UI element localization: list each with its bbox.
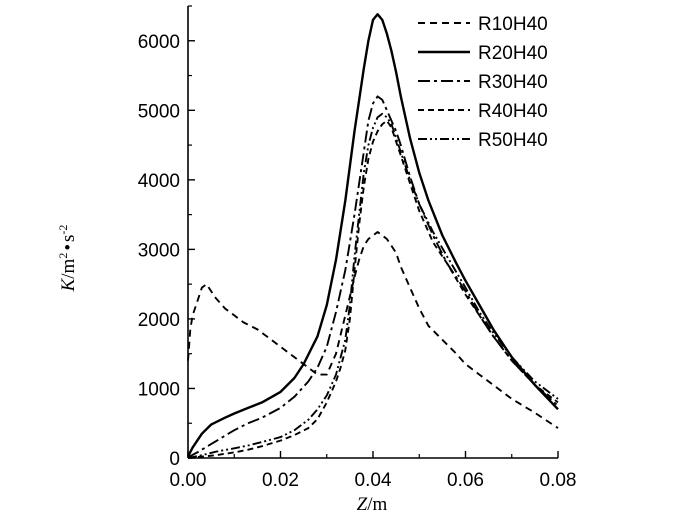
series-line-r50h40	[187, 112, 559, 459]
y-tick-label: 3000	[138, 240, 180, 261]
legend: R10H40 R20H40 R30H40 R40H40 R50H40	[418, 14, 548, 151]
x-tick-label: 0.04	[355, 470, 392, 491]
y-tick-label: 2000	[138, 310, 180, 331]
y-tick-label: 6000	[138, 32, 180, 53]
x-axis-title: Z/m	[357, 494, 388, 515]
series-line-r40h40	[187, 119, 559, 459]
legend-label-r30h40: R30H40	[478, 72, 548, 93]
x-tick-label: 0.06	[447, 470, 484, 491]
x-tick-label: 0.02	[262, 470, 299, 491]
plot-series	[186, 13, 559, 459]
y-tick-label: 5000	[138, 101, 180, 122]
axes: 0 1000 2000 3000 4000 5000 6000 0.00 0.02 0.04 0.0…	[138, 5, 577, 491]
legend-label-r20h40: R20H40	[478, 43, 548, 64]
legend-label-r50h40: R50H40	[478, 130, 548, 151]
series-line-r20h40	[186, 13, 559, 458]
x-tick-label: 0.00	[170, 470, 207, 491]
legend-label-r40h40: R40H40	[478, 101, 548, 122]
y-tick-label: 4000	[138, 171, 180, 192]
y-tick-label: 1000	[138, 379, 180, 400]
legend-label-r10h40: R10H40	[478, 14, 548, 35]
y-tick-label: 0	[169, 449, 180, 470]
y-axis-title: K/m2•s-2	[56, 225, 79, 293]
series-line-r10h40	[187, 231, 559, 429]
x-tick-label: 0.08	[540, 470, 577, 491]
